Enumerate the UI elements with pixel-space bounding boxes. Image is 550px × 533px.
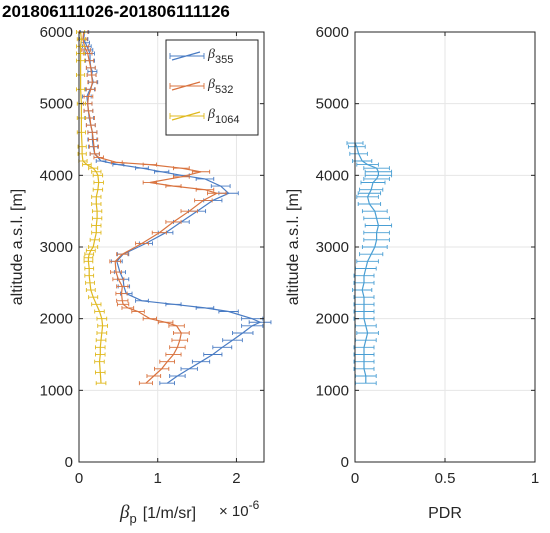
bsc-series-1 [78,30,227,386]
bsc-ytick-label-5: 5000 [40,96,73,113]
pdr-ytick-label-6: 6000 [316,24,349,41]
pdr-panel: 0 0.5 1 0 1000 2000 3000 4000 5000 6000 altitude a… [285,24,539,522]
bsc-x-multiplier: × 10-6 [219,498,260,520]
pdr-xtick-label-2: 1 [531,470,539,487]
bsc-series-line-1 [82,31,219,384]
pdr-ytick-label-3: 3000 [316,239,349,256]
pdr-ytick-label-0: 0 [341,454,349,471]
bsc-ytick-label-3: 3000 [40,239,73,256]
legend-label-0: β355 [207,47,233,66]
pdr-ytick-label-1: 1000 [316,382,349,399]
bsc-ytick-label-6: 6000 [40,24,73,41]
backscatter-panel: 0 1 2 0 1000 2000 3000 4000 5000 6000 altitude a.s… [9,24,272,526]
bsc-series-2 [76,30,108,386]
bsc-xtick-label-2: 2 [232,470,240,487]
pdr-ylabel: altitude a.s.l. [m] [285,189,302,306]
pdr-ytick-label-5: 5000 [316,96,349,113]
bsc-ytick-label-0: 0 [65,454,73,471]
legend-label-2: β1064 [207,107,239,126]
pdr-xtick-label-0: 0 [351,470,359,487]
bsc-ytick-label-2: 2000 [40,311,73,328]
bsc-ytick-label-4: 4000 [40,167,73,184]
pdr-xlabel: PDR [428,505,462,522]
bsc-ylabel: altitude a.s.l. [m] [9,189,26,306]
bsc-series-line-2 [80,31,104,384]
legend-label-1: β532 [207,77,233,96]
pdr-series-0 [346,141,393,386]
bsc-xlabel: βp [1/m/sr] [119,502,196,526]
bsc-xtick-label-0: 0 [75,470,83,487]
bsc-ytick-label-1: 1000 [40,382,73,399]
pdr-ytick-label-2: 2000 [316,311,349,328]
bsc-xtick-label-1: 1 [154,470,162,487]
pdr-series-line-0 [354,142,380,384]
chart-title: 201806111026-201806111126 [2,2,230,21]
pdr-xtick-label-1: 0.5 [435,470,456,487]
pdr-ytick-label-4: 4000 [316,167,349,184]
bsc-legend: β355 β532 β1064 [165,39,259,136]
